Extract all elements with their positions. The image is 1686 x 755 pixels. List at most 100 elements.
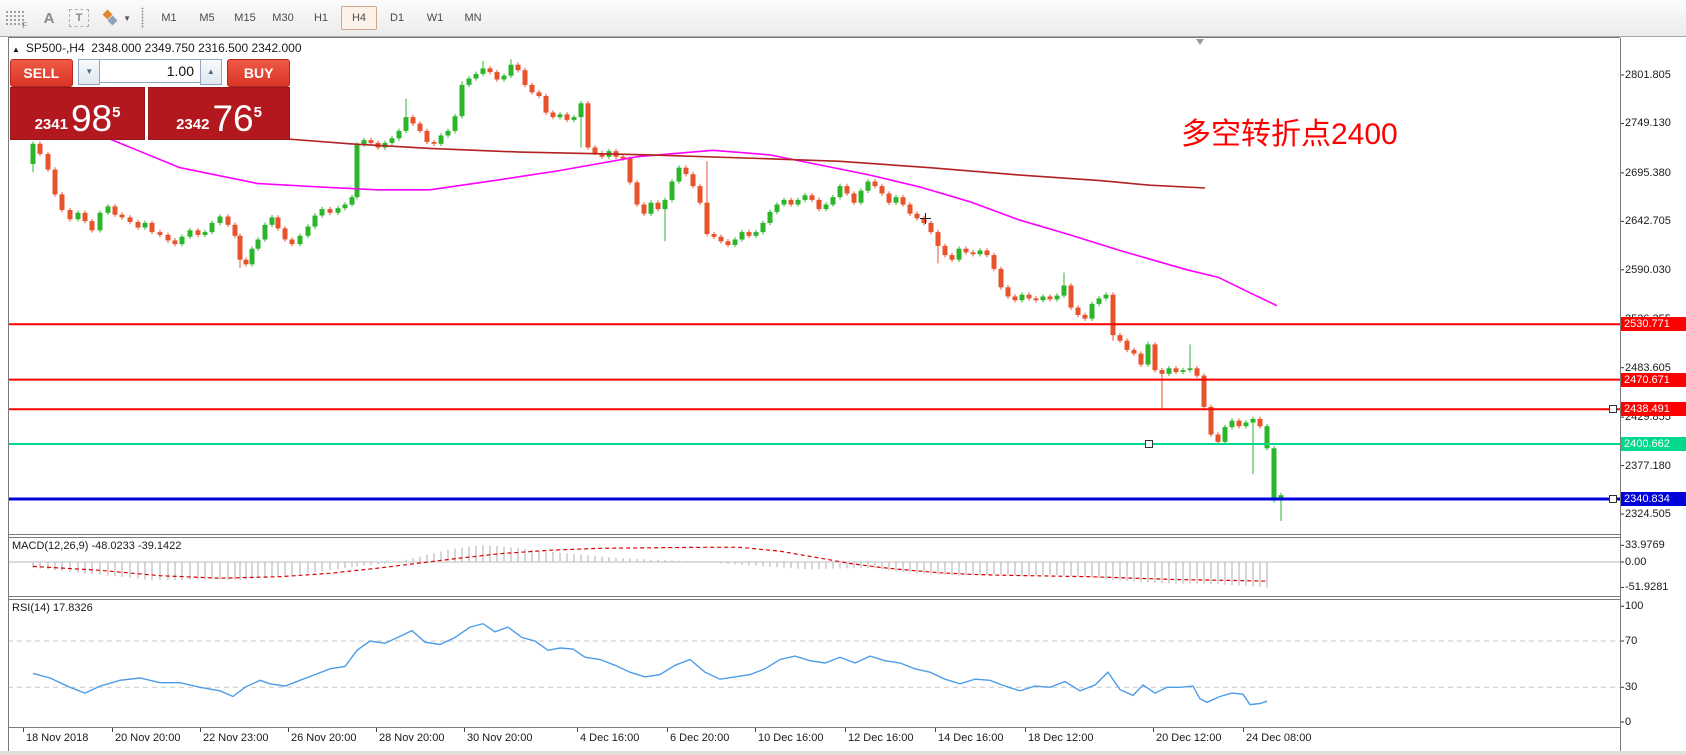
text-tool-icon[interactable]: T — [69, 9, 89, 27]
x-axis-tick — [845, 728, 846, 732]
x-axis-label: 24 Dec 08:00 — [1246, 732, 1312, 744]
timeframe-button-H1[interactable]: H1 — [313, 12, 329, 24]
x-axis-tick — [755, 728, 756, 732]
line-drag-handle[interactable] — [1145, 440, 1153, 448]
x-axis-tick — [1025, 728, 1026, 732]
x-axis-tick — [376, 728, 377, 732]
line-drag-handle[interactable] — [1609, 495, 1617, 503]
timeframe-button-D1[interactable]: D1 — [389, 12, 405, 24]
rsi-axis-label: 70 — [1625, 635, 1638, 647]
symbol-label: SP500-,H4 — [25, 41, 85, 55]
chart-top-border — [8, 37, 1620, 38]
x-axis-tick — [23, 728, 24, 732]
x-axis-tick — [667, 728, 668, 732]
x-axis-label: 20 Nov 20:00 — [115, 732, 181, 744]
sell-price-prefix: 2341 — [34, 116, 68, 133]
x-axis-label: 18 Dec 12:00 — [1028, 732, 1094, 744]
timeframe-button-group: M1 M5 M15 M30 H1 H4 D1 W1 MN — [150, 6, 492, 30]
rsi-axis-label: 0 — [1625, 716, 1632, 728]
volume-increase-button[interactable]: ▲ — [200, 59, 222, 85]
rsi-pane-separator[interactable] — [8, 596, 1620, 597]
y-axis-label: 2377.180 — [1625, 460, 1671, 472]
timeframe-button-H4[interactable]: H4 — [341, 6, 377, 30]
chart-right-border — [1620, 38, 1621, 751]
macd-label: MACD(12,26,9) -48.0233 -39.1422 — [12, 540, 182, 552]
x-axis-label: 18 Nov 2018 — [26, 732, 89, 744]
x-axis-tick — [577, 728, 578, 732]
rsi-axis-label: 30 — [1625, 681, 1638, 693]
price-level-tag[interactable]: 2438.491 — [1621, 402, 1686, 416]
rsi-axis-label: 100 — [1625, 600, 1644, 612]
time-axis-separator — [8, 727, 1620, 728]
x-axis-tick — [464, 728, 465, 732]
timeframe-button-M15[interactable]: M15 — [234, 12, 256, 24]
y-axis-label: 2801.805 — [1625, 69, 1671, 81]
price-level-tag[interactable]: 2470.671 — [1621, 373, 1686, 387]
x-axis-label: 14 Dec 16:00 — [938, 732, 1004, 744]
macd-axis-label: 33.9769 — [1625, 539, 1665, 551]
price-level-tag[interactable]: 2340.834 — [1621, 492, 1686, 506]
sell-price-sup: 5 — [112, 104, 121, 121]
cursor-a-icon[interactable]: A — [43, 9, 55, 27]
x-axis-label: 4 Dec 16:00 — [580, 732, 640, 744]
x-axis-label: 20 Dec 12:00 — [1156, 732, 1222, 744]
y-axis-label: 2749.130 — [1625, 117, 1671, 129]
buy-price-display[interactable]: 2342 76 5 — [148, 87, 290, 140]
dropdown-arrow-icon[interactable]: ▼ — [123, 14, 131, 23]
macd-axis-label: -51.9281 — [1625, 581, 1669, 593]
rsi-label: RSI(14) 17.8326 — [12, 602, 93, 614]
y-axis-label: 2590.030 — [1625, 264, 1671, 276]
arrange-objects-icon[interactable]: ▼ — [101, 9, 131, 27]
toolbar-separator-grip — [141, 7, 144, 29]
line-drag-handle[interactable] — [1609, 405, 1617, 413]
chart-ohlc-header: ▲ SP500-,H4 2348.000 2349.750 2316.500 23… — [12, 41, 302, 55]
x-axis-label: 22 Nov 23:00 — [203, 732, 269, 744]
ohlc-values: 2348.000 2349.750 2316.500 2342.000 — [91, 41, 302, 55]
x-axis-tick — [1243, 728, 1244, 732]
price-level-tag[interactable]: 2530.771 — [1621, 317, 1686, 331]
y-axis-label: 2324.505 — [1625, 508, 1671, 520]
chart-shift-marker-icon[interactable] — [1196, 39, 1204, 45]
buy-price-big: 76 — [212, 98, 254, 139]
macd-pane-separator-inner — [8, 537, 1620, 538]
x-axis-tick — [288, 728, 289, 732]
macd-axis-label: 0.00 — [1625, 556, 1647, 568]
timeframe-button-M30[interactable]: M30 — [272, 12, 294, 24]
one-click-trading-panel: SELL ▼ ▲ BUY 2341 98 5 2342 76 5 — [10, 59, 290, 140]
rsi-pane-separator-inner — [8, 599, 1620, 600]
timeframe-button-M5[interactable]: M5 — [199, 12, 215, 24]
window-bottom-edge — [0, 751, 1686, 755]
timeframe-button-W1[interactable]: W1 — [426, 12, 444, 24]
y-axis-label: 2483.605 — [1625, 362, 1671, 374]
sell-button[interactable]: SELL — [10, 59, 73, 87]
x-axis-label: 28 Nov 20:00 — [379, 732, 445, 744]
x-axis-tick — [1153, 728, 1154, 732]
collapse-triangle-icon[interactable]: ▲ — [12, 45, 20, 54]
x-axis-tick — [112, 728, 113, 732]
chart-left-border — [8, 38, 9, 751]
price-level-tag[interactable]: 2400.662 — [1621, 437, 1686, 451]
buy-price-sup: 5 — [253, 104, 262, 121]
buy-button[interactable]: BUY — [227, 59, 290, 87]
y-axis-label: 2695.380 — [1625, 167, 1671, 179]
macd-pane-separator[interactable] — [8, 534, 1620, 535]
buy-price-prefix: 2342 — [176, 116, 210, 133]
timeframe-button-M1[interactable]: M1 — [161, 12, 177, 24]
timeframe-button-MN[interactable]: MN — [464, 12, 482, 24]
x-axis-tick — [935, 728, 936, 732]
sell-price-display[interactable]: 2341 98 5 — [10, 87, 145, 140]
x-axis-tick — [200, 728, 201, 732]
volume-input[interactable] — [100, 59, 200, 83]
x-axis-label: 30 Nov 20:00 — [467, 732, 533, 744]
volume-decrease-button[interactable]: ▼ — [78, 59, 100, 85]
x-axis-label: 12 Dec 16:00 — [848, 732, 914, 744]
toolbar: F A T ▼ M1 M5 M15 M30 H1 H4 D1 W1 MN — [0, 0, 1686, 37]
chart-annotation-text[interactable]: 多空转折点2400 — [1181, 118, 1398, 151]
sell-price-big: 98 — [70, 98, 113, 139]
chart-window[interactable] — [0, 37, 1686, 751]
toolbar-grip-icon[interactable]: F — [5, 10, 27, 30]
x-axis-label: 6 Dec 20:00 — [670, 732, 730, 744]
y-axis-label: 2642.705 — [1625, 215, 1671, 227]
x-axis-label: 10 Dec 16:00 — [758, 732, 824, 744]
x-axis-label: 26 Nov 20:00 — [291, 732, 357, 744]
